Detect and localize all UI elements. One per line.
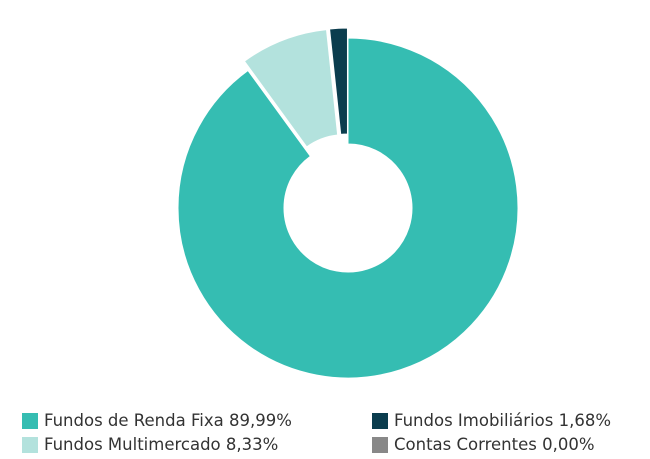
legend-value: 8,33% <box>226 435 278 454</box>
legend-name: Fundos de Renda Fixa <box>44 411 224 430</box>
legend-swatch <box>372 413 388 429</box>
legend-value: 89,99% <box>229 411 292 430</box>
legend-label: Fundos Multimercado 8,33% <box>44 435 278 454</box>
legend-swatch <box>22 437 38 453</box>
donut-slice <box>243 29 339 148</box>
legend-name: Fundos Imobiliários <box>394 411 553 430</box>
donut-slice <box>177 37 519 379</box>
legend-swatch <box>372 437 388 453</box>
legend-value: 1,68% <box>559 411 611 430</box>
donut-slice <box>329 27 348 135</box>
legend-name: Fundos Multimercado <box>44 435 221 454</box>
legend-name: Contas Correntes <box>394 435 537 454</box>
legend-label: Fundos Imobiliários 1,68% <box>394 411 611 430</box>
legend-value: 0,00% <box>542 435 594 454</box>
legend-label: Fundos de Renda Fixa 89,99% <box>44 411 292 430</box>
legend-swatch <box>22 413 38 429</box>
legend-label: Contas Correntes 0,00% <box>394 435 595 454</box>
